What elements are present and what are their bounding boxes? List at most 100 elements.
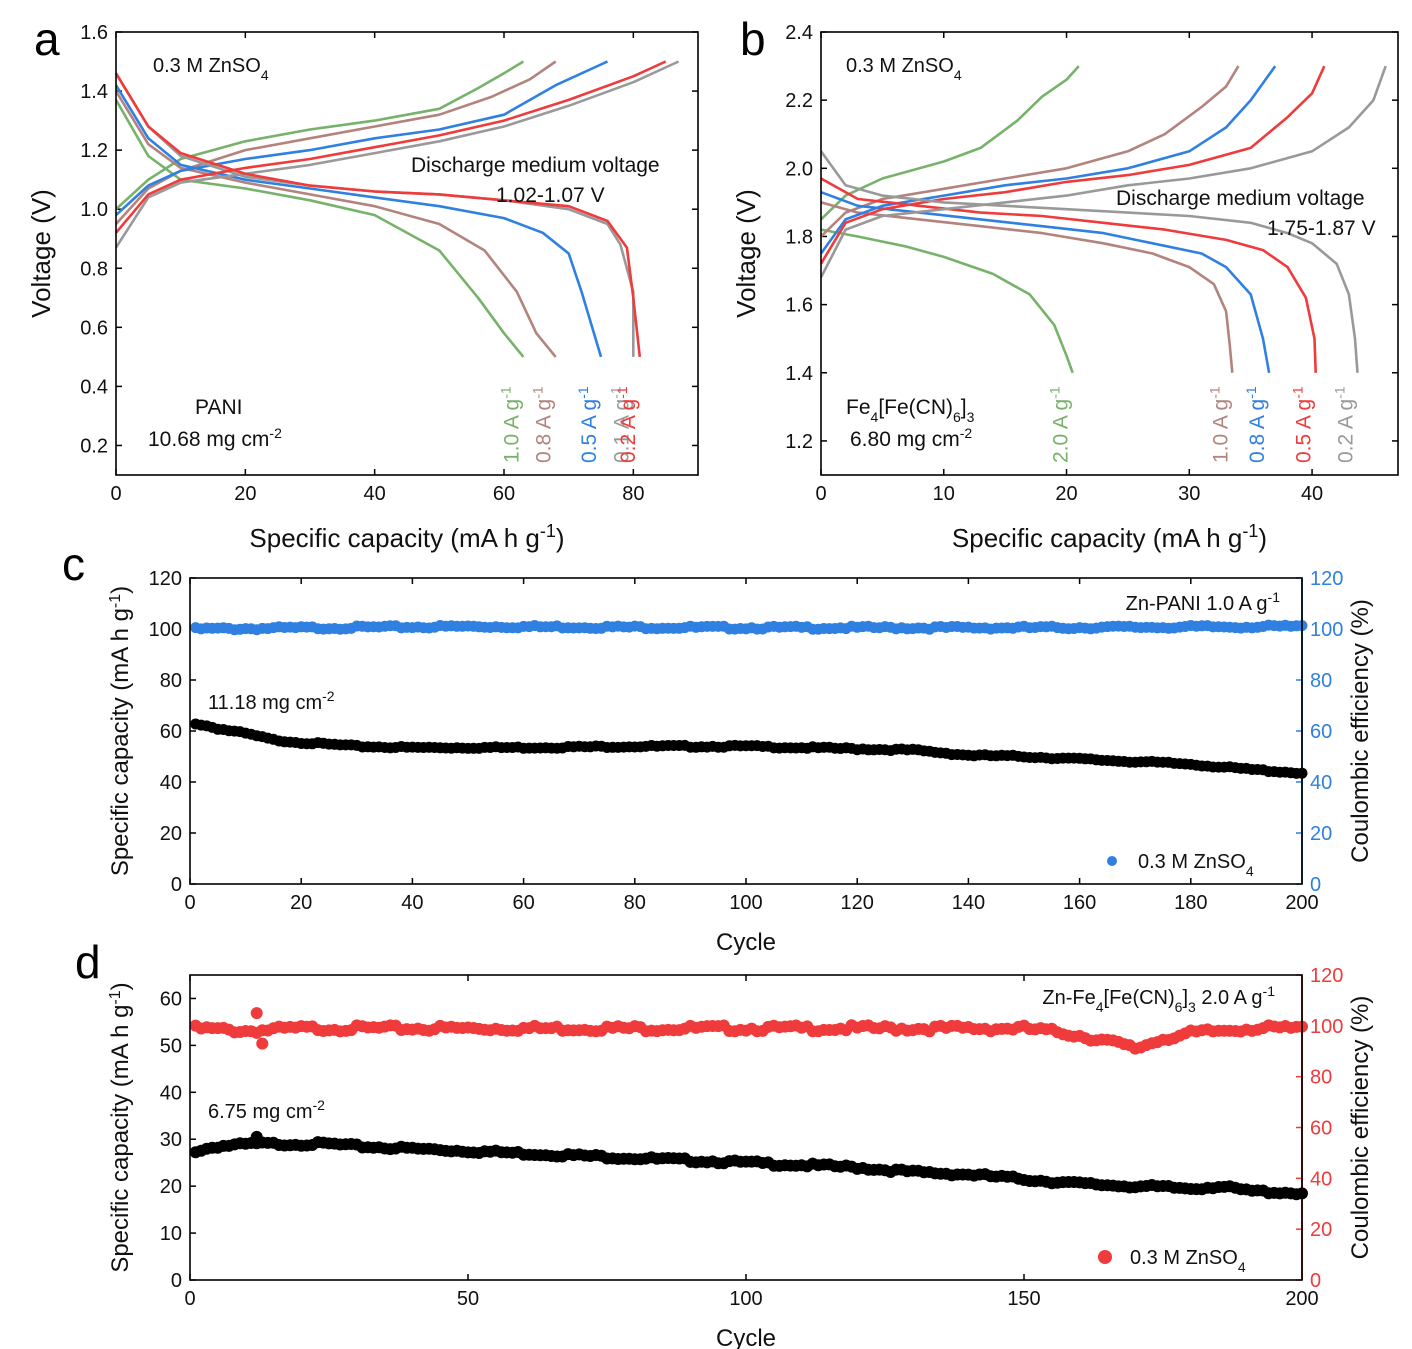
x-axis-label: Specific capacity (mA h g-1) — [952, 521, 1267, 553]
y2-tick-label: 40 — [1310, 772, 1332, 794]
series-label-a-4: 0.2 A g-1 — [614, 386, 640, 463]
y2-tick-label: 0 — [1310, 1270, 1321, 1292]
electrolyte-label: 0.3 M ZnSO4 — [846, 55, 962, 83]
y2-axis-label: Coulombic efficiency (%) — [1347, 996, 1374, 1260]
y-axis-label: Voltage (V) — [26, 189, 56, 318]
y-tick-label: 0.2 — [80, 435, 108, 457]
series-a-2-discharge — [114, 84, 603, 358]
plot-c-frame — [189, 577, 1303, 885]
series-b-2-discharge — [820, 190, 1271, 374]
y-tick-label: 1.0 — [80, 199, 108, 221]
series-a-4-charge — [115, 60, 667, 234]
series-label-b-2: 0.8 A g-1 — [1243, 386, 1269, 463]
legend-marker — [1098, 1250, 1112, 1264]
y-tick-label: 100 — [149, 619, 182, 641]
y2-tick-label: 60 — [1310, 1118, 1332, 1140]
y-axis-label: Specific capacity (mA h g-1) — [107, 586, 135, 876]
x-axis-label: Specific capacity (mA h g-1) — [249, 521, 564, 553]
series-a-2-charge — [115, 60, 609, 217]
y-tick-label: 0 — [171, 874, 182, 896]
x-tick-label: 0 — [184, 892, 195, 914]
x-axis-label: Cycle — [716, 929, 776, 956]
loading-label: 6.80 mg cm-2 — [850, 425, 972, 451]
y2-tick-label: 100 — [1310, 1016, 1343, 1038]
panel-letter-d: d — [75, 936, 101, 988]
series-label-b-1: 1.0 A g-1 — [1206, 386, 1232, 463]
y2-tick-label: 80 — [1310, 1067, 1332, 1089]
y-tick-label: 2.4 — [785, 22, 813, 44]
material-label: PANI — [195, 396, 242, 419]
y2-tick-label: 20 — [1310, 1219, 1332, 1241]
panel-letter-a: a — [34, 13, 60, 65]
y2-tick-label: 100 — [1310, 619, 1343, 641]
ce-point-d — [250, 1007, 263, 1020]
x-tick-label: 60 — [493, 483, 515, 505]
y2-tick-label: 0 — [1310, 874, 1321, 896]
loading-label: 10.68 mg cm-2 — [148, 425, 282, 451]
x-tick-label: 100 — [729, 892, 762, 914]
y-tick-label: 50 — [160, 1035, 182, 1057]
series-b-3-discharge — [820, 177, 1317, 373]
x-tick-label: 20 — [234, 483, 256, 505]
y-axis-label: Voltage (V) — [731, 189, 761, 318]
y-tick-label: 60 — [160, 721, 182, 743]
y-tick-label: 120 — [149, 568, 182, 590]
series-b-4-discharge — [819, 150, 1359, 373]
legend-label: 0.3 M ZnSO4 — [1138, 851, 1254, 879]
y2-tick-label: 80 — [1310, 670, 1332, 692]
y2-tick-label: 120 — [1310, 568, 1343, 590]
y-tick-label: 2.0 — [785, 158, 813, 180]
x-tick-label: 0 — [184, 1288, 195, 1310]
y-tick-label: 20 — [160, 823, 182, 845]
y-tick-label: 1.6 — [785, 295, 813, 317]
medium-voltage-title: Discharge medium voltage — [1116, 187, 1365, 210]
legend-marker — [1107, 856, 1117, 866]
x-tick-label: 60 — [512, 892, 534, 914]
series-a-1-discharge — [114, 90, 557, 358]
series-a-4-discharge — [114, 72, 642, 358]
y-tick-label: 0 — [171, 1270, 182, 1292]
y-tick-label: 10 — [160, 1223, 182, 1245]
y-axis-label: Specific capacity (mA h g-1) — [107, 982, 135, 1272]
y-tick-label: 1.8 — [785, 226, 813, 248]
series-a-0-discharge — [114, 99, 525, 358]
chart-title: Zn-PANI 1.0 A g-1 — [1126, 589, 1281, 615]
y-tick-label: 1.6 — [80, 22, 108, 44]
x-tick-label: 20 — [290, 892, 312, 914]
y-tick-label: 1.4 — [80, 81, 108, 103]
series-label-b-0: 2.0 A g-1 — [1047, 386, 1073, 463]
loading-label: 6.75 mg cm-2 — [208, 1097, 325, 1123]
x-tick-label: 80 — [622, 483, 644, 505]
x-tick-label: 0 — [110, 483, 121, 505]
series-label-a-1: 0.8 A g-1 — [530, 386, 556, 463]
plot-a-frame — [115, 31, 699, 476]
series-label-b-4: 0.2 A g-1 — [1331, 386, 1357, 463]
panel-letter-b: b — [740, 13, 766, 65]
x-tick-label: 80 — [624, 892, 646, 914]
y-tick-label: 0.6 — [80, 317, 108, 339]
x-tick-label: 160 — [1063, 892, 1096, 914]
panel-letter-c: c — [62, 538, 85, 590]
x-tick-label: 200 — [1285, 1288, 1318, 1310]
x-axis-label: Cycle — [716, 1325, 776, 1349]
y-tick-label: 60 — [160, 988, 182, 1010]
y-tick-label: 1.4 — [785, 363, 813, 385]
series-label-b-3: 0.5 A g-1 — [1290, 386, 1316, 463]
plot-d-frame — [189, 974, 1303, 1281]
plot-b-frame — [820, 31, 1399, 476]
y-tick-label: 0.4 — [80, 376, 108, 398]
material-label: Fe4[Fe(CN)6]3 — [846, 396, 975, 425]
medium-voltage-title: Discharge medium voltage — [411, 154, 660, 177]
x-tick-label: 200 — [1285, 892, 1318, 914]
y-tick-label: 80 — [160, 670, 182, 692]
y2-tick-label: 60 — [1310, 721, 1332, 743]
y2-tick-label: 40 — [1310, 1168, 1332, 1190]
y2-tick-label: 20 — [1310, 823, 1332, 845]
loading-label: 11.18 mg cm-2 — [208, 688, 335, 714]
series-b-4-charge — [819, 65, 1387, 278]
x-tick-label: 180 — [1174, 892, 1207, 914]
y-tick-label: 20 — [160, 1176, 182, 1198]
x-tick-label: 40 — [401, 892, 423, 914]
y-tick-label: 0.8 — [80, 258, 108, 280]
